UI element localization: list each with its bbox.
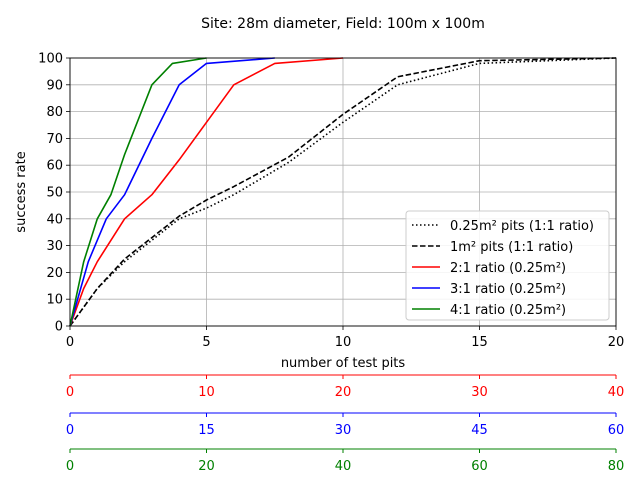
secondary-axis-1: 0 10 20 30 40 bbox=[66, 374, 625, 400]
secondary-tick-label: 20 bbox=[198, 459, 215, 474]
y-tick-label: 50 bbox=[46, 186, 63, 201]
chart-title: Site: 28m diameter, Field: 100m x 100m bbox=[201, 16, 485, 32]
series-line-1 bbox=[69, 57, 617, 327]
series-line-2 bbox=[69, 57, 617, 327]
legend: 0.25m² pits (1:1 ratio) 1m² pits (1:1 rat… bbox=[405, 210, 610, 321]
secondary-tick-label: 30 bbox=[471, 385, 488, 400]
secondary-tick-label: 60 bbox=[608, 423, 625, 438]
secondary-axes: 0 10 20 30 40 0 15 30 45 60 0 20 40 60 80 bbox=[66, 374, 625, 474]
x-axis-label: number of test pits bbox=[281, 356, 406, 371]
y-tick-label: 90 bbox=[46, 78, 63, 93]
x-tick-label: 10 bbox=[335, 335, 352, 350]
legend-label: 2:1 ratio (0.25m²) bbox=[450, 261, 566, 276]
series-group bbox=[69, 57, 617, 327]
y-tick-label: 0 bbox=[55, 320, 63, 335]
x-tick-label: 0 bbox=[66, 335, 74, 350]
legend-label: 1m² pits (1:1 ratio) bbox=[450, 240, 573, 255]
secondary-tick-label: 20 bbox=[335, 385, 352, 400]
y-tick-label: 20 bbox=[46, 266, 63, 281]
series-line-4 bbox=[69, 57, 275, 327]
secondary-tick-label: 45 bbox=[471, 423, 488, 438]
x-tick-label: 5 bbox=[202, 335, 210, 350]
legend-label: 4:1 ratio (0.25m²) bbox=[450, 303, 566, 318]
series-line-3 bbox=[69, 57, 344, 327]
secondary-tick-label: 0 bbox=[66, 459, 74, 474]
y-tick-label: 60 bbox=[46, 159, 63, 174]
axis-ticks: 0 5 10 15 20 0 10 20 30 40 50 60 70 80 90 100 bbox=[38, 52, 624, 351]
secondary-tick-label: 15 bbox=[198, 423, 215, 438]
secondary-axis-3: 0 20 40 60 80 bbox=[66, 448, 625, 474]
legend-label: 3:1 ratio (0.25m²) bbox=[450, 282, 566, 297]
secondary-tick-label: 10 bbox=[198, 385, 215, 400]
secondary-tick-label: 40 bbox=[335, 459, 352, 474]
y-tick-label: 10 bbox=[46, 293, 63, 308]
legend-label: 0.25m² pits (1:1 ratio) bbox=[450, 219, 594, 234]
secondary-tick-label: 0 bbox=[66, 423, 74, 438]
secondary-tick-label: 40 bbox=[608, 385, 625, 400]
y-tick-label: 30 bbox=[46, 239, 63, 254]
secondary-axis-2: 0 15 30 45 60 bbox=[66, 412, 625, 438]
secondary-tick-label: 30 bbox=[335, 423, 352, 438]
legend-box bbox=[405, 210, 610, 321]
y-tick-label: 70 bbox=[46, 132, 63, 147]
series-line-5 bbox=[69, 57, 207, 327]
y-axis-label: success rate bbox=[14, 151, 29, 232]
secondary-tick-label: 0 bbox=[66, 385, 74, 400]
secondary-tick-label: 80 bbox=[608, 459, 625, 474]
y-tick-label: 40 bbox=[46, 212, 63, 227]
x-tick-label: 20 bbox=[608, 335, 625, 350]
x-tick-label: 15 bbox=[471, 335, 488, 350]
y-tick-label: 80 bbox=[46, 105, 63, 120]
y-tick-label: 100 bbox=[38, 52, 63, 67]
secondary-tick-label: 60 bbox=[471, 459, 488, 474]
